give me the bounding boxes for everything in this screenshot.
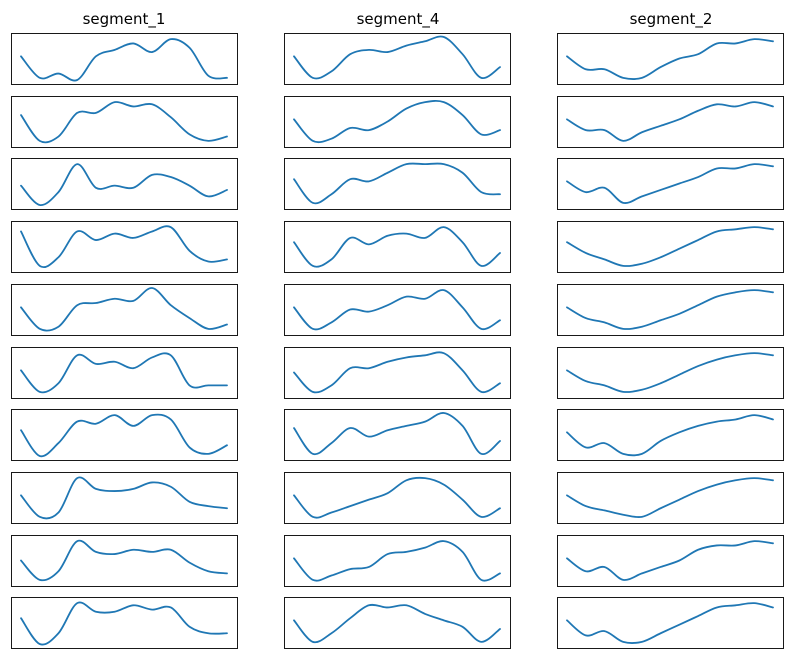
series-line-r10-c3	[566, 602, 774, 644]
series-line-r6-c1	[20, 352, 228, 394]
series-line-r3-c2	[293, 162, 501, 205]
series-line-r7-c2	[293, 412, 501, 456]
panel-frame-r5-c3	[557, 284, 784, 336]
series-line-r3-c1	[20, 163, 228, 206]
panel-grid	[11, 33, 784, 649]
panel-frame-r8-c1	[11, 472, 238, 524]
series-line-r6-c2	[293, 351, 501, 394]
series-line-r8-c2	[293, 476, 501, 519]
panel-frame-r7-c3	[557, 409, 784, 461]
panel-frame-r8-c3	[557, 472, 784, 524]
panel-frame-r3-c3	[557, 158, 784, 210]
panel-frame-r5-c2	[284, 284, 511, 336]
panel-frame-r3-c2	[284, 158, 511, 210]
panel-frame-r3-c1	[11, 158, 238, 210]
panel-frame-r1-c1	[11, 33, 238, 85]
panel-frame-r1-c2	[284, 33, 511, 85]
series-line-r9-c2	[293, 540, 501, 582]
panel-frame-r2-c2	[284, 96, 511, 148]
panel-frame-r4-c2	[284, 221, 511, 273]
panel-frame-r6-c1	[11, 347, 238, 399]
panel-frame-r5-c1	[11, 284, 238, 336]
panel-frame-r7-c1	[11, 409, 238, 461]
series-line-r1-c3	[566, 38, 774, 80]
panel-frame-r9-c3	[557, 535, 784, 587]
series-line-r1-c2	[293, 35, 501, 80]
series-line-r4-c1	[20, 225, 228, 269]
series-line-r9-c3	[566, 540, 774, 581]
series-line-r10-c1	[20, 601, 228, 646]
panel-frame-r10-c1	[11, 597, 238, 649]
panel-frame-r8-c2	[284, 472, 511, 524]
panel-frame-r6-c3	[557, 347, 784, 399]
panel-frame-r4-c3	[557, 221, 784, 273]
series-line-r2-c2	[293, 100, 501, 144]
series-line-r4-c2	[293, 226, 501, 268]
series-line-r6-c3	[566, 352, 774, 393]
series-line-r9-c1	[20, 539, 228, 582]
series-line-r10-c2	[293, 603, 501, 644]
series-line-r5-c3	[566, 289, 774, 330]
panel-frame-r6-c2	[284, 347, 511, 399]
column-title-3: segment_2	[630, 10, 713, 29]
series-line-r2-c3	[566, 101, 774, 142]
panel-frame-r1-c3	[557, 33, 784, 85]
panel-frame-r9-c2	[284, 535, 511, 587]
panel-frame-r10-c3	[557, 597, 784, 649]
series-line-r1-c1	[20, 38, 228, 82]
series-line-r3-c3	[566, 163, 774, 204]
series-line-r5-c1	[20, 287, 228, 332]
series-line-r2-c1	[20, 101, 228, 144]
series-line-r7-c3	[566, 414, 774, 457]
column-title-1: segment_1	[83, 10, 166, 29]
series-line-r8-c3	[566, 477, 774, 519]
panel-frame-r4-c1	[11, 221, 238, 273]
panel-frame-r9-c1	[11, 535, 238, 587]
series-line-r5-c2	[293, 289, 501, 331]
series-line-r4-c3	[566, 226, 774, 267]
series-line-r7-c1	[20, 413, 228, 458]
series-line-r8-c1	[20, 476, 228, 520]
column-title-2: segment_4	[357, 10, 440, 29]
